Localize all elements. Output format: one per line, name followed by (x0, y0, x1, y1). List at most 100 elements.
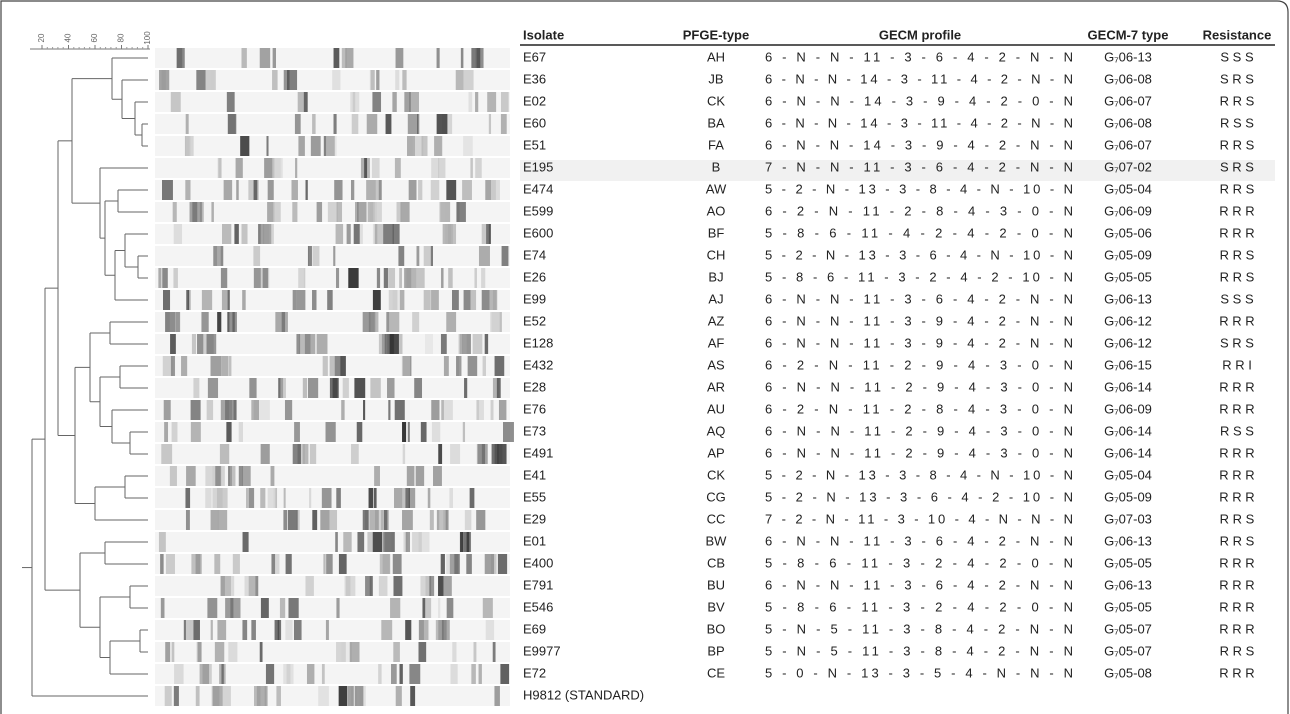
gel-band (489, 114, 491, 134)
gel-band (225, 576, 234, 596)
gel-band (403, 444, 405, 464)
scale-tick-label: 80 (117, 33, 126, 42)
gel-band (458, 334, 466, 354)
gecm-profile: 5 - 2 - N - 13 - 3 - 6 - 4 - 2 - 10 - N (765, 489, 1073, 504)
gel-band (160, 554, 164, 574)
gel-band (383, 532, 391, 552)
gecm7-type: G₇06-12 (1104, 313, 1152, 328)
gel-band (482, 290, 490, 310)
gel-band (299, 268, 304, 288)
gecm7-type: G₇05-05 (1104, 269, 1152, 284)
gel-band (390, 334, 399, 354)
gel-band (345, 48, 353, 68)
gel-band (273, 48, 276, 68)
gel-band (193, 378, 199, 398)
gecm-profile: 6 - N - N - 11 - 2 - 9 - 4 - 3 - 0 - N (765, 423, 1073, 438)
gel-band (339, 686, 347, 706)
gel-lane (155, 180, 510, 200)
gecm-profile: 6 - N - N - 11 - 3 - 6 - 4 - 2 - N - N (765, 533, 1073, 548)
gel-band (375, 224, 377, 244)
gel-band (311, 136, 321, 156)
gel-band (186, 290, 189, 310)
isolate: E41 (523, 467, 546, 482)
gel-band (351, 444, 359, 464)
resistance: R R R (1219, 401, 1254, 416)
gel-band (306, 180, 308, 200)
resistance: R R R (1219, 665, 1254, 680)
gel-band (386, 312, 389, 332)
pfge-type: AS (707, 357, 725, 372)
gel-band (405, 488, 409, 508)
gel-band (460, 532, 463, 552)
gel-band (441, 334, 447, 354)
gel-band (163, 290, 170, 310)
gel-band (351, 180, 354, 200)
gel-band (293, 444, 301, 464)
gel-band (214, 554, 220, 574)
gecm-profile: 5 - 8 - 6 - 11 - 3 - 2 - 4 - 2 - 0 - N (765, 599, 1073, 614)
gel-band (301, 444, 304, 464)
resistance: R R S (1220, 533, 1255, 548)
gecm7-type: G₇06-09 (1104, 401, 1152, 416)
gel-band (228, 114, 236, 134)
resistance: R R S (1220, 137, 1255, 152)
gel-band (229, 356, 231, 376)
gel-band (312, 114, 315, 134)
gel-band (192, 334, 196, 354)
isolate: E474 (523, 181, 553, 196)
gel-band (487, 92, 496, 112)
gel-band (173, 268, 177, 288)
resistance: S R S (1220, 71, 1254, 86)
pfge-type: AJ (708, 291, 723, 306)
column-header: GECM profile (879, 27, 961, 42)
gel-band (186, 114, 189, 134)
gel-band (398, 246, 404, 266)
gel-band (413, 136, 424, 156)
gel-band (196, 686, 200, 706)
gel-band (446, 312, 456, 332)
gecm-profile: 6 - N - N - 11 - 3 - 6 - 4 - 2 - N - N (765, 49, 1073, 64)
resistance: R R R (1219, 203, 1254, 218)
gel-band (326, 554, 333, 574)
gel-band (336, 488, 341, 508)
gecm7-type: G₇05-07 (1104, 621, 1152, 636)
gel-band (446, 180, 456, 200)
pfge-type: AP (707, 445, 724, 460)
gel-band (384, 510, 388, 530)
gecm-profile: 6 - N - N - 14 - 3 - 9 - 4 - 2 - 0 - N (765, 93, 1073, 108)
gel-band (308, 246, 311, 266)
pfge-type: AF (708, 335, 725, 350)
resistance: S R S (1220, 335, 1254, 350)
gel-band (350, 642, 360, 662)
pfge-type: CG (706, 489, 726, 504)
gecm7-type: G₇06-13 (1104, 577, 1152, 592)
gel-band (222, 290, 229, 310)
gecm-profile: 6 - N - N - 11 - 3 - 6 - 4 - 2 - N - N (765, 577, 1073, 592)
pfge-type: AU (707, 401, 725, 416)
gel-band (448, 268, 452, 288)
gel-band (374, 488, 377, 508)
gel-band (483, 356, 486, 376)
gel-band (172, 422, 178, 442)
gel-band (452, 290, 459, 310)
gecm7-type: G₇06-08 (1104, 71, 1152, 86)
gel-band (438, 444, 442, 464)
gecm7-type: G₇05-05 (1104, 555, 1152, 570)
gel-band (317, 334, 328, 354)
pfge-type: AW (706, 181, 727, 196)
gecm7-type: G₇06-07 (1104, 137, 1152, 152)
gel-band (414, 378, 422, 398)
gecm-profile: 6 - N - N - 11 - 2 - 9 - 4 - 3 - 0 - N (765, 379, 1073, 394)
gel-band (485, 444, 488, 464)
isolate: E02 (523, 93, 546, 108)
gel-band (479, 246, 490, 266)
gel-band (486, 620, 494, 640)
gel-band (373, 290, 381, 310)
gel-band (402, 70, 406, 90)
gel-band (197, 334, 204, 354)
gel-band (442, 620, 450, 640)
gel-band (288, 510, 298, 530)
gel-band (389, 290, 398, 310)
pfge-type: CK (707, 93, 725, 108)
gel-band (217, 246, 221, 266)
